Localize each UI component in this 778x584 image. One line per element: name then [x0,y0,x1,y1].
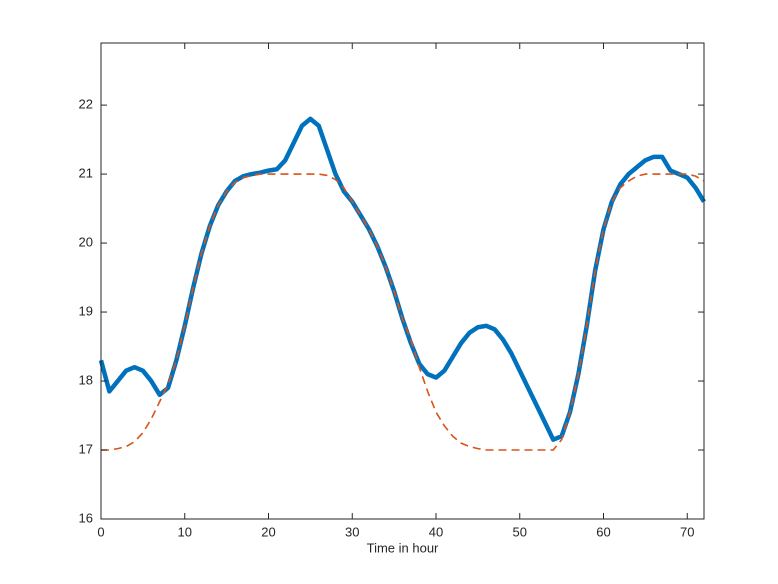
x-tick-label: 40 [429,524,443,539]
x-tick-label: 30 [345,524,359,539]
y-tick-label: 18 [79,372,93,387]
x-tick-label: 50 [513,524,527,539]
data-line [101,173,705,451]
x-tick-label: 70 [680,524,694,539]
x-axis-label: Time in hour [367,540,439,555]
plot-frame [100,42,705,520]
x-tick-label: 0 [97,524,104,539]
y-tick-label: 20 [79,234,93,249]
y-tick-label: 19 [79,303,93,318]
y-tick-label: 22 [79,97,93,112]
y-tick-label: 21 [79,166,93,181]
x-tick-label: 20 [261,524,275,539]
x-tick-label: 10 [178,524,192,539]
y-tick-label: 17 [79,441,93,456]
y-tick-label: 16 [79,510,93,525]
x-tick-label: 60 [596,524,610,539]
